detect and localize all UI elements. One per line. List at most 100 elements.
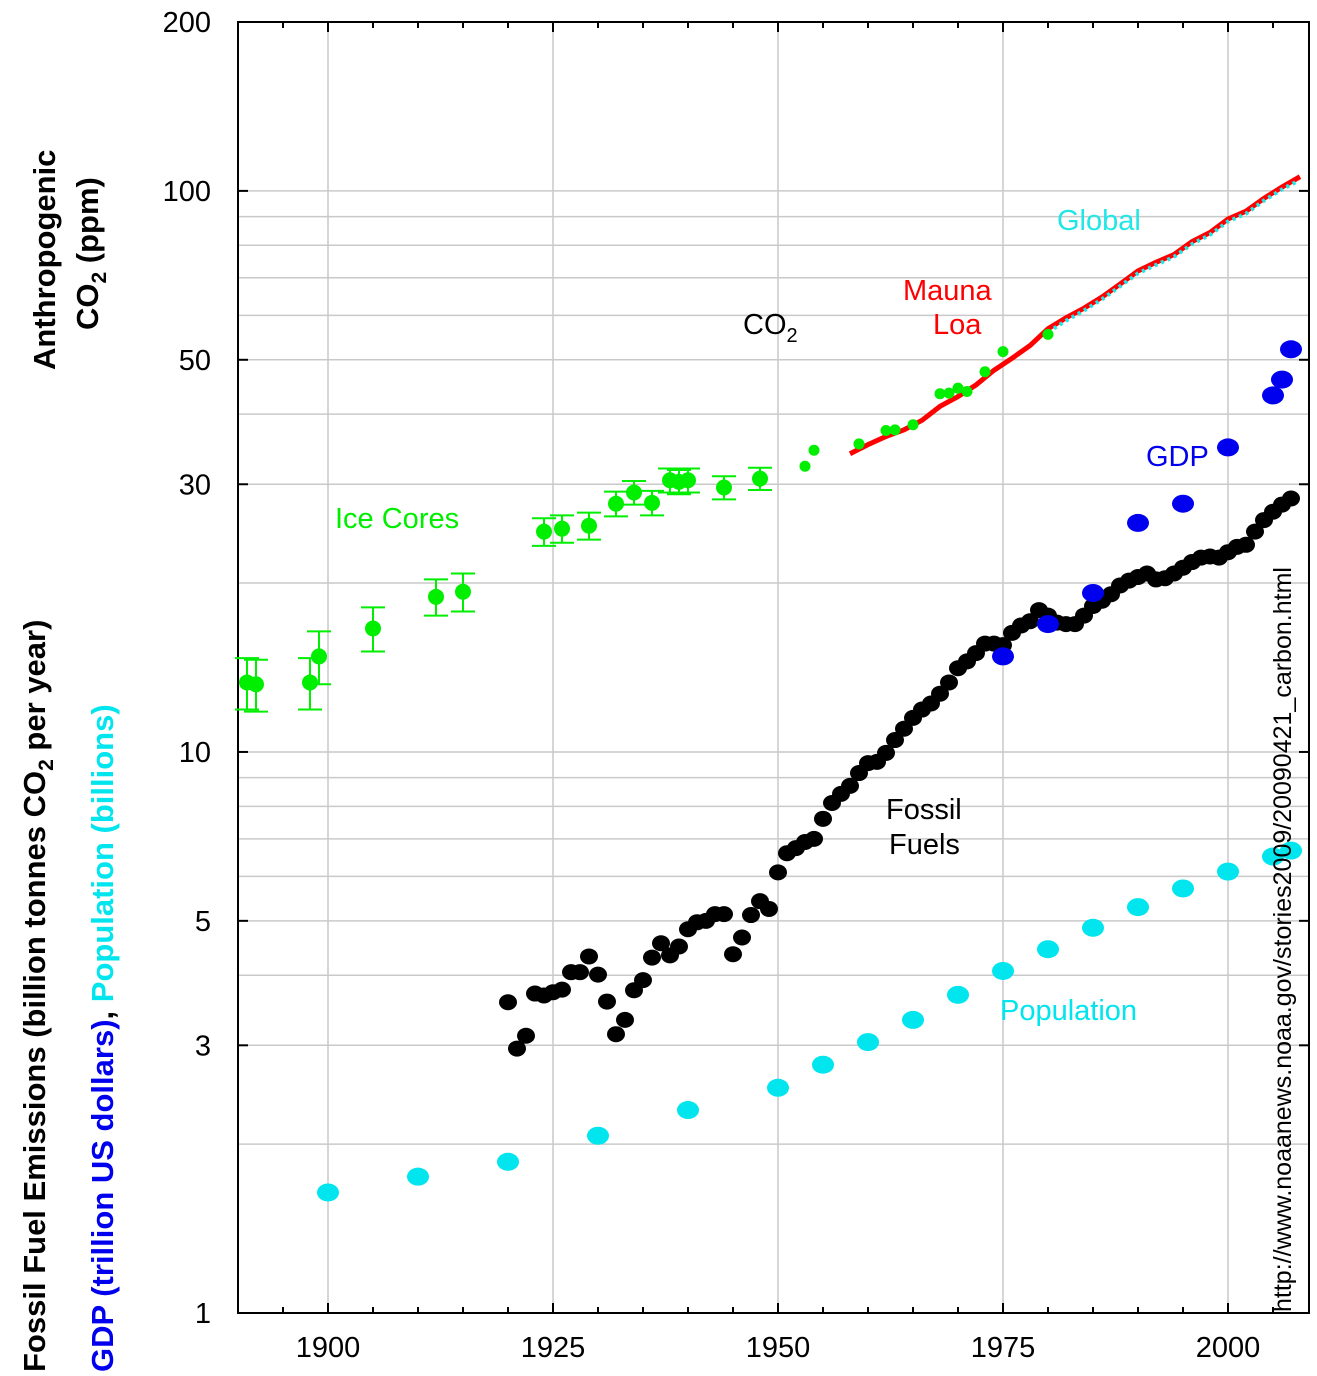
ice-core-point [748, 466, 772, 492]
ice-core-small-dot [808, 444, 820, 456]
ylabel-bottom-line1: Fossil Fuel Emissions (billion tonnes CO… [17, 620, 58, 1372]
ice-core-dot [680, 472, 696, 489]
ylabel-top-line1: Anthropogenic [27, 150, 62, 370]
ice-core-small-dot [952, 382, 964, 394]
population-point [1127, 898, 1149, 917]
ice-core-point [622, 480, 646, 506]
population-point [497, 1152, 519, 1171]
fossil-fuel-point [517, 1027, 535, 1044]
ice-core-dot [248, 676, 264, 693]
ice-core-point [424, 578, 448, 617]
annotation-global: Global [1057, 205, 1141, 237]
grid-lines [238, 22, 1309, 1313]
population-point [677, 1101, 699, 1120]
gdp-point [1127, 513, 1149, 532]
fossil-fuel-point [643, 949, 661, 966]
ice-core-point [361, 606, 385, 653]
annotation-ice-cores: Ice Cores [335, 503, 459, 535]
ice-core-small-dot [934, 388, 946, 400]
ylabel-bottom: Fossil Fuel Emissions (billion tonnes CO… [17, 620, 58, 1372]
population-point [1217, 862, 1239, 881]
fossil-fuel-point [805, 830, 823, 847]
ice-core-dot [311, 648, 327, 665]
fossil-fuel-point [508, 1040, 526, 1057]
fossil-fuel-point [1246, 523, 1264, 540]
population-point [407, 1167, 429, 1186]
ice-core-small-dot [880, 425, 892, 437]
population-point [857, 1033, 879, 1052]
ice-core-point [550, 514, 574, 544]
ice-core-point [640, 489, 664, 517]
fossil-fuel-point [715, 906, 733, 923]
ice-core-point [451, 572, 475, 613]
fossil-fuel-point [1237, 536, 1255, 553]
population-point [1262, 847, 1284, 866]
fossil-fuel-point [886, 732, 904, 749]
fossil-fuel-point [769, 864, 787, 881]
fossil-fuel-point [571, 964, 589, 981]
fossil-fuel-point [499, 994, 517, 1011]
ice-core-small-dot [907, 419, 919, 431]
plot-border [237, 21, 1310, 1314]
ice-core-dot [455, 583, 471, 600]
population-point [1037, 940, 1059, 959]
fossil-fuel-point [841, 777, 859, 794]
ice-core-point [577, 511, 601, 541]
fossil-fuel-point [733, 929, 751, 946]
ice-core-point [307, 630, 331, 686]
data-marks [235, 174, 1302, 1202]
fossil-fuel-point [940, 674, 958, 691]
plot-frame [237, 21, 1310, 1314]
gdp-point [1262, 386, 1284, 405]
gdp-point [1217, 438, 1239, 457]
y-tick-label: 3 [195, 1030, 211, 1062]
ice-core-dot [581, 517, 597, 534]
fossil-fuel-point [670, 938, 688, 955]
annotation-mauna: Mauna [903, 275, 993, 307]
annotation-population: Population [1000, 995, 1137, 1027]
y-tick-label: 1 [195, 1298, 211, 1330]
ice-core-small-dot [997, 346, 1009, 358]
y-tick-label: 50 [179, 345, 211, 377]
ice-core-dot [365, 620, 381, 637]
population-point [1172, 879, 1194, 898]
gdp-point [1037, 615, 1059, 634]
y-tick-label: 30 [179, 469, 211, 501]
ylabel-bottom-line2: GDP (trillion US dollars), Population (b… [85, 704, 120, 1372]
population-point [902, 1010, 924, 1029]
ice-core-small-dot [1042, 328, 1054, 340]
fossil-fuel-point [634, 972, 652, 989]
ylabel-bottom-2: GDP (trillion US dollars), Population (b… [85, 704, 120, 1372]
population-point [812, 1055, 834, 1074]
fossil-fuel-point [1021, 613, 1039, 630]
fossil-fuel-point [589, 966, 607, 983]
fossil-fuel-point [553, 981, 571, 998]
x-axis-ticks: 1900 1925 1950 1975 2000 [237, 22, 1274, 1364]
ice-core-small-dot [961, 385, 973, 397]
fossil-fuel-point [1282, 490, 1300, 507]
ylabel-top: Anthropogenic [27, 150, 62, 370]
ice-core-dot [644, 494, 660, 511]
annotation-loa: Loa [933, 309, 982, 341]
ice-core-dot [626, 484, 642, 501]
annotation-fossil: Fossil [886, 794, 962, 826]
x-tick-label: 1975 [971, 1332, 1036, 1364]
ice-core-dot [302, 674, 318, 691]
y-axis-ticks: 1 3 5 10 30 50 100 200 [163, 7, 1309, 1330]
annotation-co2: CO2 [743, 309, 798, 347]
fossil-fuel-point [742, 907, 760, 924]
fossil-fuel-point [607, 1026, 625, 1043]
x-tick-label: 1925 [521, 1332, 586, 1364]
population-point [1082, 918, 1104, 937]
x-tick-label: 1950 [746, 1332, 811, 1364]
population-point [587, 1126, 609, 1145]
ice-core-dot [428, 588, 444, 605]
ice-core-small-dot [799, 460, 811, 472]
x-tick-label: 1900 [296, 1332, 361, 1364]
y-tick-label: 200 [163, 7, 211, 39]
ice-core-point [676, 467, 700, 494]
population-point [767, 1078, 789, 1097]
mauna-loa-line [848, 174, 1302, 456]
ice-core-dot [752, 470, 768, 487]
ylabel-top-line2: CO2 (ppm) [70, 177, 111, 330]
